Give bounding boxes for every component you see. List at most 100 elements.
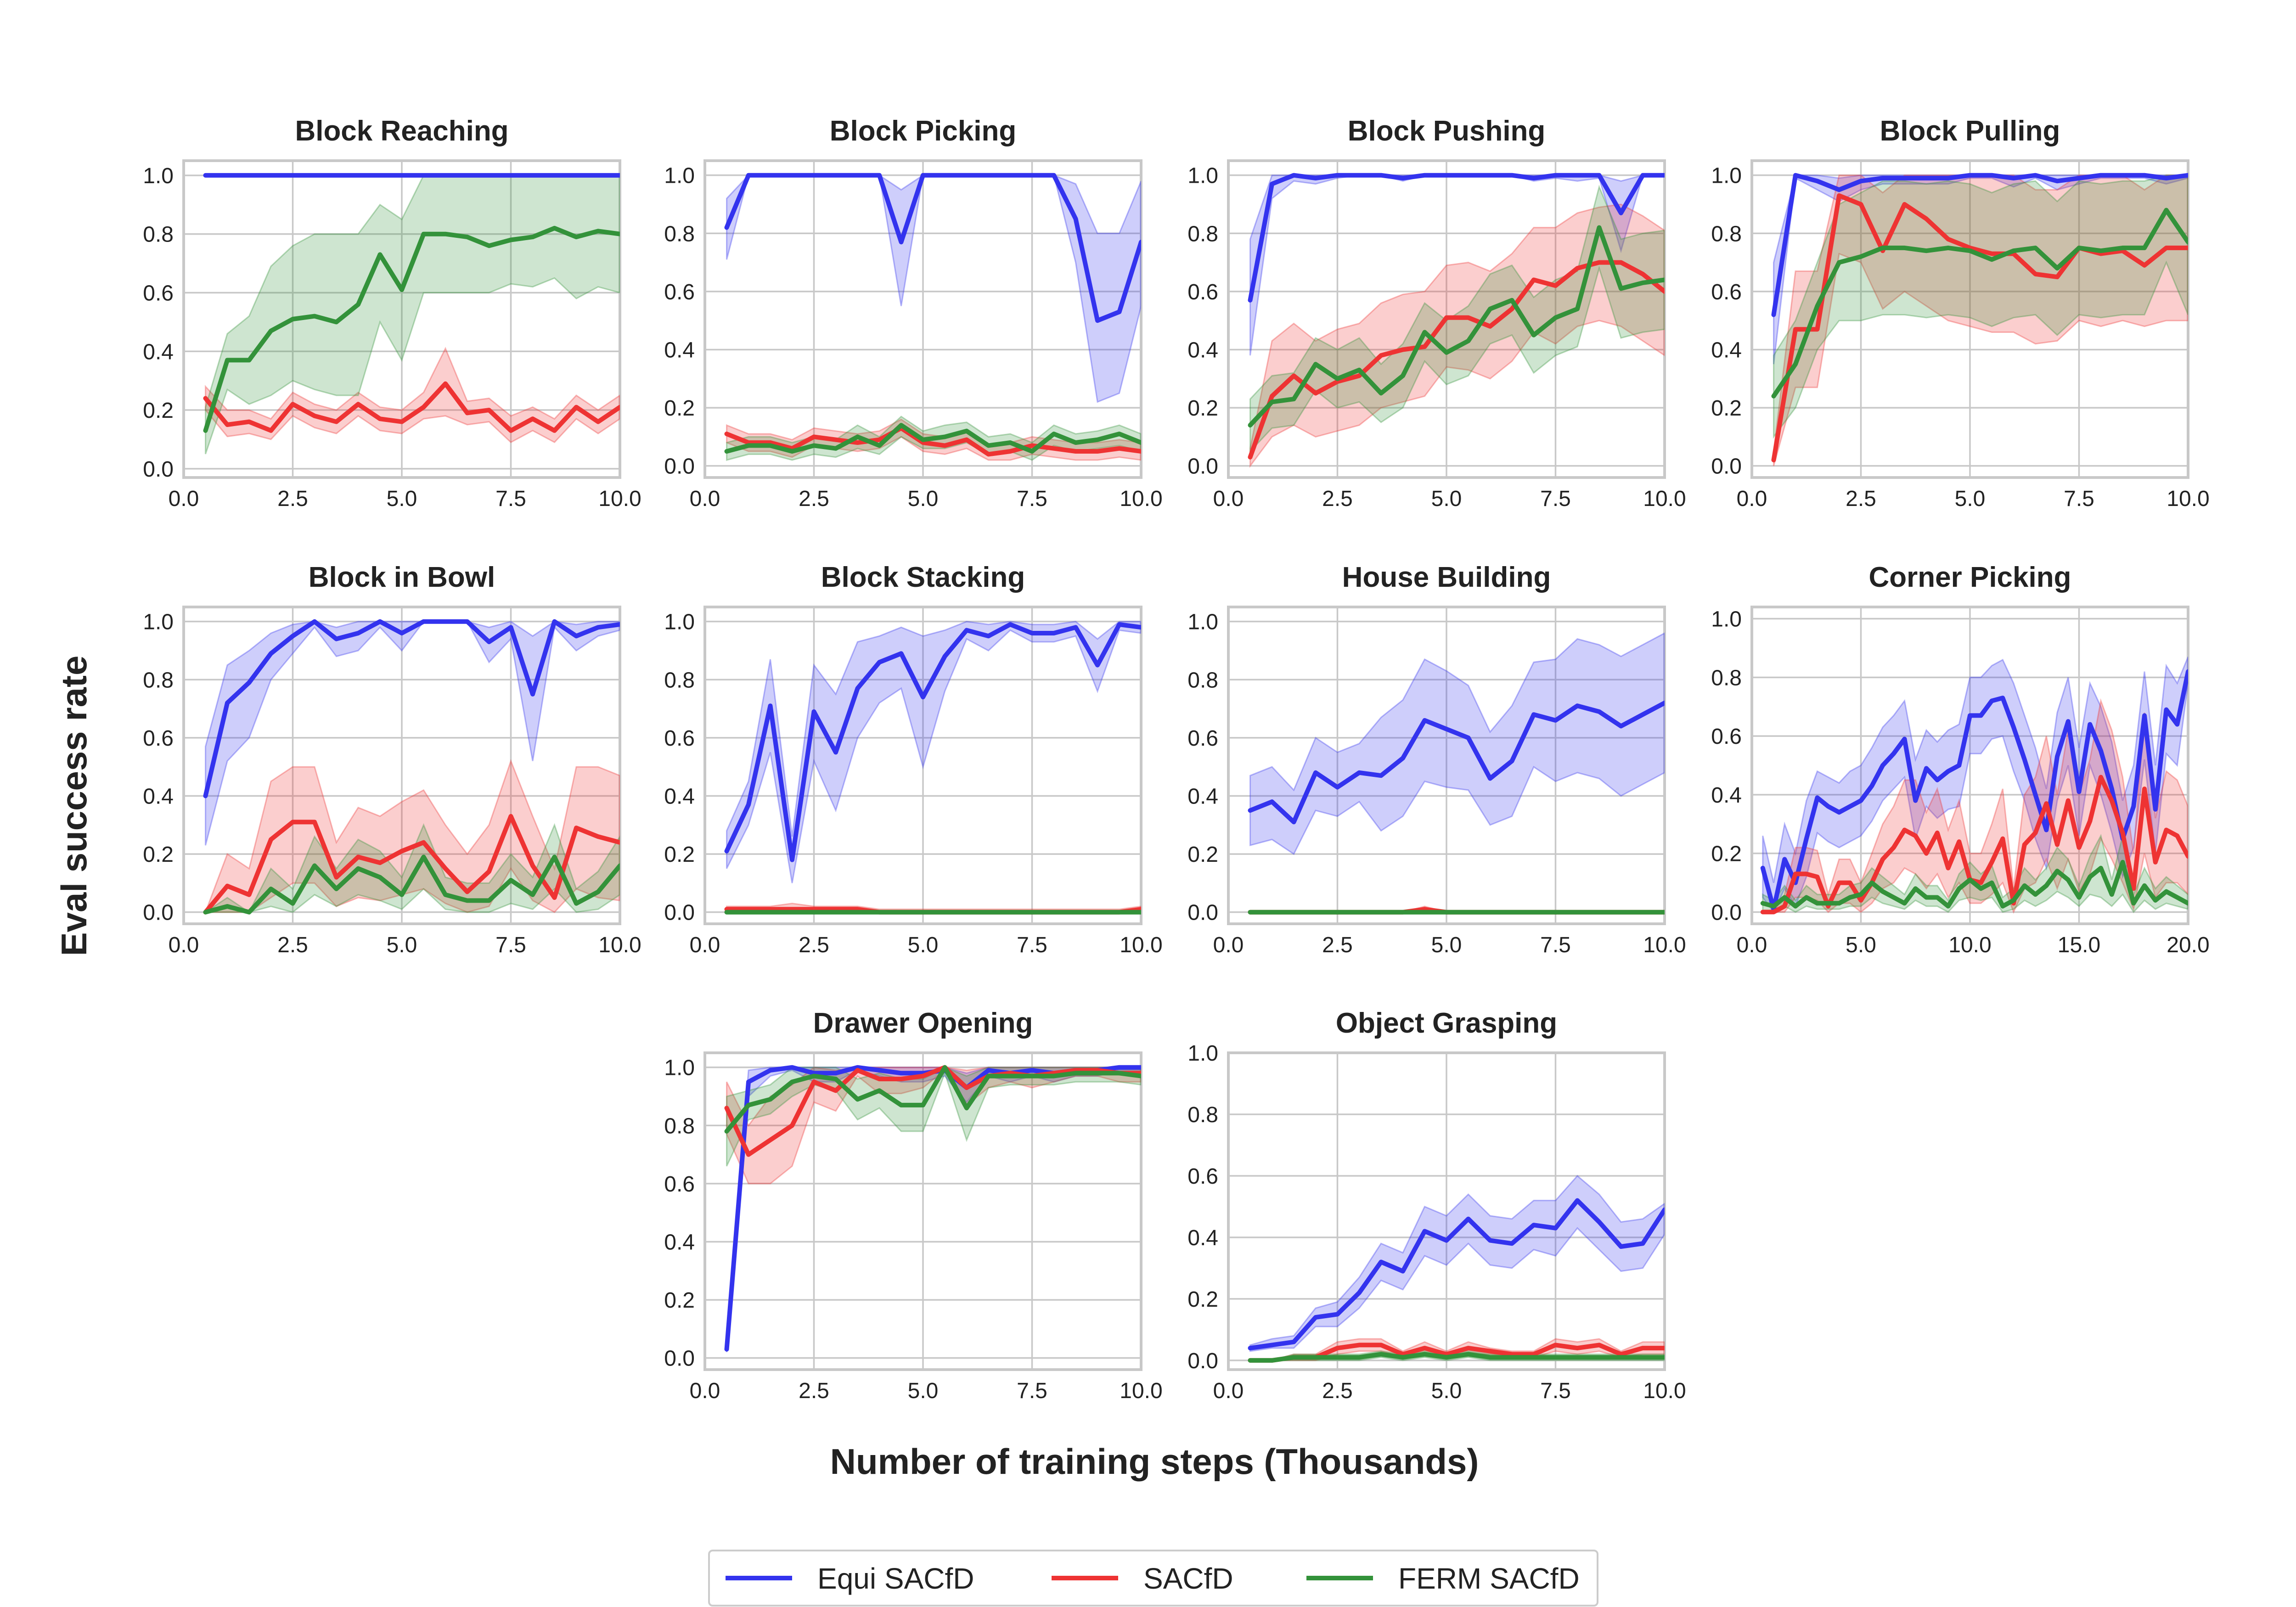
x-tick-label: 2.5 <box>1846 487 1876 511</box>
x-tick-label: 10.0 <box>1120 487 1162 511</box>
line-equi-sacfd <box>1248 700 1665 825</box>
subplot-title: Block Pushing <box>1348 115 1546 147</box>
x-tick-label: 7.5 <box>1540 487 1571 511</box>
y-tick-label: 0.8 <box>1711 666 1742 690</box>
y-tick-label: 0.6 <box>1187 280 1218 304</box>
x-tick-label: 5.0 <box>387 933 417 957</box>
plot-border <box>182 159 621 479</box>
y-tick-label: 0.4 <box>664 338 695 362</box>
data-layer <box>1248 173 1665 468</box>
y-tick-label: 0.0 <box>143 901 174 925</box>
x-tick-label: 5.0 <box>908 1379 939 1403</box>
subplot-title: Block Pulling <box>1880 115 2060 147</box>
y-tick-label: 0.4 <box>1187 784 1218 809</box>
y-tick-label: 0.0 <box>1187 455 1218 479</box>
x-tick-label: 0.0 <box>690 1379 720 1403</box>
x-tick-label: 2.5 <box>799 1379 829 1403</box>
y-tick-label: 0.6 <box>143 281 174 306</box>
x-tick-label: 2.5 <box>799 933 829 957</box>
y-tick-label: 0.8 <box>1187 222 1218 246</box>
subplot-house-building: 0.0 2.5 5.0 7.5 10.0 0.0 0.2 0.4 0.6 0.8 1.0 House … <box>1187 562 1686 957</box>
y-tick-label: 0.4 <box>1187 338 1218 362</box>
y-tick-label: 0.6 <box>1711 280 1742 304</box>
subplot-title: Object Grasping <box>1336 1007 1557 1039</box>
plot-border <box>1227 159 1666 479</box>
subplot-title: Block Stacking <box>821 562 1025 593</box>
x-tick-label: 7.5 <box>1540 1379 1571 1403</box>
band-sacfd <box>1249 203 1665 468</box>
plot-border <box>1227 606 1666 925</box>
y-tick-label: 1.0 <box>143 610 174 635</box>
subplot-object-grasping: 0.0 2.5 5.0 7.5 10.0 0.0 0.2 0.4 0.6 0.8 1.0 Object… <box>1187 1007 1686 1403</box>
data-layer <box>203 173 620 455</box>
y-tick-label: 0.0 <box>664 455 695 479</box>
legend-label: Equi SACfD <box>817 1562 974 1595</box>
y-tick-label: 0.0 <box>664 1347 695 1371</box>
legend: Equi SACfD SACfD FERM SACfD <box>708 1550 1598 1607</box>
x-tick-label: 5.0 <box>908 487 939 511</box>
y-tick-label: 1.0 <box>143 164 174 188</box>
y-tick-label: 0.6 <box>1711 725 1742 749</box>
line-equi-sacfd <box>203 619 620 798</box>
x-tick-label: 0.0 <box>1737 933 1767 957</box>
x-tick-label: 7.5 <box>495 487 526 511</box>
line-equi-sacfd <box>1248 1198 1665 1351</box>
subplot-title: Drawer Opening <box>813 1007 1033 1039</box>
line-ferm-sacfd <box>1771 208 2188 399</box>
plot-border <box>703 159 1142 479</box>
subplot-block-stacking: 0.0 2.5 5.0 7.5 10.0 0.0 0.2 0.4 0.6 0.8 1.0 Block … <box>664 562 1162 957</box>
plot-border <box>703 1051 1142 1371</box>
x-tick-label: 10.0 <box>2167 487 2209 511</box>
subplot-title: Corner Picking <box>1869 562 2071 593</box>
y-tick-label: 1.0 <box>664 610 695 635</box>
legend-item-equi-sacfd: Equi SACfD <box>726 1562 974 1595</box>
plot-border <box>1750 606 2189 925</box>
line-sacfd <box>1771 193 2188 462</box>
band-equi-sacfd <box>1249 632 1665 855</box>
subplot-block-pushing: 0.0 2.5 5.0 7.5 10.0 0.0 0.2 0.4 0.6 0.8 1.0 Block … <box>1187 115 1686 511</box>
x-tick-label: 0.0 <box>1213 487 1244 511</box>
x-tick-label: 5.0 <box>1431 487 1462 511</box>
y-tick-label: 0.2 <box>1187 1287 1218 1312</box>
line-sacfd <box>724 426 1141 457</box>
y-tick-label: 0.8 <box>143 223 174 247</box>
y-tick-label: 0.0 <box>1711 900 1742 925</box>
x-tick-label: 15.0 <box>2058 933 2100 957</box>
data-layer <box>1248 1174 1665 1363</box>
y-tick-label: 0.2 <box>664 396 695 421</box>
subplot-drawer-opening: 0.0 2.5 5.0 7.5 10.0 0.0 0.2 0.4 0.6 0.8 1.0 Drawer… <box>664 1007 1162 1403</box>
line-ferm-sacfd <box>724 423 1141 454</box>
x-axis-label: Number of training steps (Thousands) <box>830 1441 1479 1482</box>
x-tick-label: 0.0 <box>690 487 720 511</box>
band-ferm-sacfd <box>203 823 620 913</box>
x-tick-label: 2.5 <box>277 933 308 957</box>
x-tick-label: 0.0 <box>690 933 720 957</box>
x-tick-label: 0.0 <box>1737 487 1767 511</box>
y-tick-label: 1.0 <box>664 164 695 188</box>
y-tick-label: 1.0 <box>1711 607 1742 632</box>
line-ferm-sacfd <box>724 1065 1141 1134</box>
x-tick-label: 10.0 <box>1120 1379 1162 1403</box>
x-tick-label: 5.0 <box>387 487 417 511</box>
y-tick-label: 0.2 <box>1711 396 1742 421</box>
y-tick-label: 0.6 <box>664 726 695 751</box>
y-tick-label: 0.8 <box>143 668 174 692</box>
x-tick-label: 7.5 <box>1017 1379 1047 1403</box>
x-tick-label: 20.0 <box>2167 933 2209 957</box>
y-tick-label: 0.4 <box>143 784 174 809</box>
x-tick-label: 2.5 <box>277 487 308 511</box>
x-tick-label: 5.0 <box>1846 933 1876 957</box>
x-tick-label: 2.5 <box>1322 487 1353 511</box>
subplot-corner-picking: 0.0 5.0 10.0 15.0 20.0 0.0 0.2 0.4 0.6 0.8 1.0 Corn… <box>1711 562 2209 957</box>
band-sacfd <box>1762 698 2188 914</box>
legend-item-ferm-sacfd: FERM SACfD <box>1306 1562 1580 1595</box>
y-tick-label: 0.8 <box>664 1114 695 1138</box>
x-tick-label: 5.0 <box>1431 933 1462 957</box>
x-tick-label: 2.5 <box>1322 933 1353 957</box>
y-tick-label: 0.4 <box>1187 1226 1218 1250</box>
subplot-grid: 0.0 2.5 5.0 7.5 10.0 0.0 0.2 0.4 0.6 0.8 1.0 Block … <box>143 115 2209 1403</box>
x-tick-label: 10.0 <box>598 933 641 957</box>
y-tick-label: 0.8 <box>1187 1103 1218 1127</box>
x-tick-label: 0.0 <box>169 487 199 511</box>
